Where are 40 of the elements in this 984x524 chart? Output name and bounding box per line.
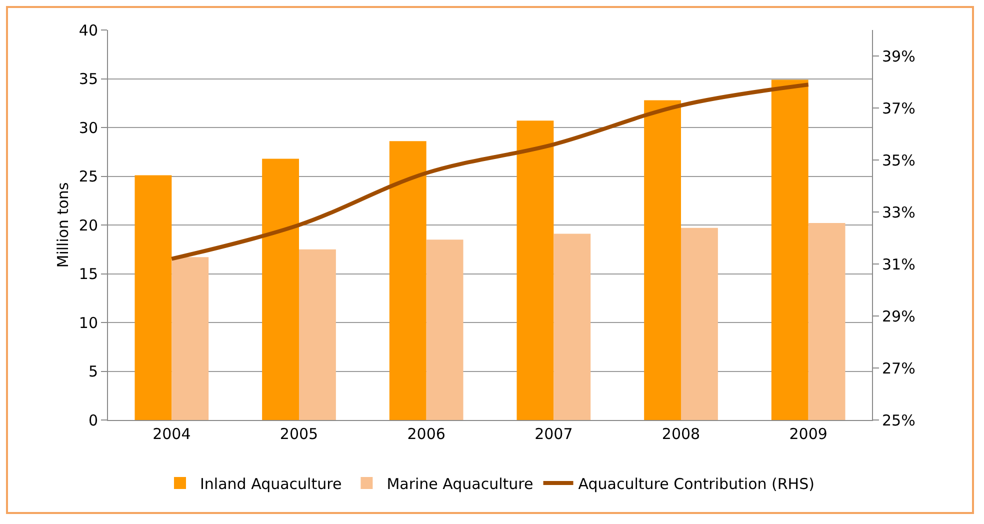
- legend-label: Aquaculture Contribution (RHS): [578, 474, 814, 493]
- bar: [389, 141, 426, 420]
- y2-tick-label: 29%: [882, 307, 916, 326]
- x-tick-label: 2008: [662, 425, 700, 443]
- legend-label: Marine Aquaculture: [386, 474, 534, 493]
- y-tick-label: 5: [88, 362, 98, 380]
- x-tick-label: 2005: [280, 425, 318, 443]
- bar: [134, 175, 172, 420]
- bar: [262, 158, 299, 420]
- x-tick-label: 2009: [789, 425, 828, 443]
- bar: [516, 120, 554, 420]
- line-series: [170, 82, 810, 261]
- y-tick-label: 10: [78, 314, 98, 332]
- bar: [644, 100, 681, 420]
- bar: [172, 257, 209, 420]
- y2-tick-label: 39%: [882, 47, 916, 66]
- y2-tick-label: 37%: [882, 99, 916, 118]
- bar: [808, 223, 846, 420]
- y2-tick-label: 27%: [882, 359, 916, 378]
- bar: [426, 240, 464, 420]
- y-tick-label: 35: [78, 70, 98, 88]
- y-axis-title: Million tons: [54, 182, 72, 268]
- y2-tick-label: 33%: [882, 203, 916, 222]
- y2-tick-label: 31%: [882, 255, 916, 274]
- bar: [771, 80, 808, 420]
- bar: [299, 249, 336, 420]
- bar: [681, 228, 718, 420]
- y-tick-label: 30: [78, 118, 98, 137]
- y-tick-label: 25: [78, 168, 98, 186]
- bar: [554, 234, 591, 420]
- y2-tick-label: 35%: [882, 151, 916, 170]
- y-tick-label: 0: [88, 411, 98, 430]
- y-tick-label: 20: [78, 216, 98, 234]
- x-tick-label: 2006: [407, 425, 446, 443]
- y-tick-label: 15: [78, 265, 98, 283]
- legend-label: Inland Aquaculture: [200, 474, 342, 493]
- y-tick-label: 40: [78, 21, 98, 40]
- x-tick-label: 2004: [152, 425, 191, 443]
- y2-tick-label: 25%: [882, 411, 916, 430]
- x-tick-label: 2007: [534, 425, 573, 443]
